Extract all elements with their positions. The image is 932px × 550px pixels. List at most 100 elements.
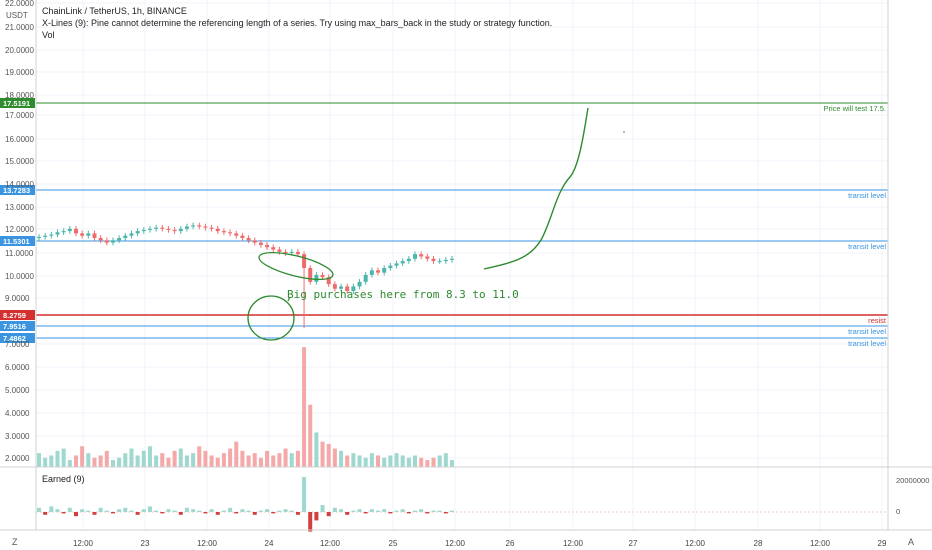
candle-body (49, 234, 54, 236)
volume-bar (443, 453, 448, 467)
volume-bar (80, 446, 85, 467)
volume-bar (295, 450, 300, 467)
earned-bar (228, 507, 233, 512)
y-tick-label: 3.0000 (5, 432, 30, 441)
volume-bar (252, 453, 257, 467)
candle-body (55, 232, 60, 235)
earned-bar (154, 510, 159, 512)
earned-bar (406, 512, 411, 514)
volume-bar (197, 446, 202, 467)
volume-bar (277, 453, 282, 467)
candle-body (67, 228, 72, 232)
price-candles (36, 222, 455, 328)
earned-bar (369, 509, 374, 512)
timezone-toggle-icon[interactable]: Z (12, 537, 18, 547)
candle-body (376, 270, 381, 273)
candle-body (289, 251, 294, 254)
earned-bar (388, 512, 393, 514)
x-tick-label: 29 (878, 539, 887, 548)
x-tick-label: 12:00 (197, 539, 218, 548)
volume-bar (437, 455, 442, 467)
candle-body (98, 238, 103, 241)
volume-bar (339, 450, 344, 467)
candle-body (215, 228, 220, 232)
auto-scale-toggle-icon[interactable]: A (908, 537, 915, 547)
candle-body (110, 240, 115, 243)
indicator-label: Earned (9) (42, 474, 85, 484)
volume-bar (166, 457, 171, 467)
purchase-callout-label: Big purchases here from 8.3 to 11.0 (287, 288, 519, 301)
x-tick-label: 12:00 (73, 539, 94, 548)
y-tick-label: 2.0000 (5, 454, 30, 463)
y-tick-label: 14.0000 (5, 180, 34, 189)
candle-body (413, 254, 418, 259)
candle-body (363, 274, 368, 282)
earned-bar (221, 510, 226, 512)
earned-bar (43, 512, 48, 515)
chart-title: ChainLink / TetherUS, 1h, BINANCE (42, 6, 187, 16)
level-annotation: Price will test 17.5. (823, 104, 886, 113)
volume-bar (123, 453, 128, 467)
earned-bar (357, 509, 362, 512)
earned-bar (234, 512, 239, 514)
volume-bar (184, 455, 189, 467)
candle-body (443, 259, 448, 262)
candle-body (203, 226, 208, 228)
candle-body (388, 265, 393, 268)
volume-bar (345, 455, 350, 467)
candle-body (271, 247, 276, 250)
volume-bar (172, 450, 177, 467)
y-tick-label: 10.0000 (5, 272, 34, 281)
candle-body (283, 251, 288, 254)
drawn-circle-low (247, 295, 295, 341)
y-tick-label: 4.0000 (5, 409, 30, 418)
earned-bar (215, 512, 220, 515)
volume-bar (154, 455, 159, 467)
volume-bar (406, 457, 411, 467)
volume-bar (363, 457, 368, 467)
volume-bar (376, 455, 381, 467)
earned-bar (419, 509, 424, 512)
candle-body (166, 228, 171, 230)
earned-bar (92, 512, 97, 515)
y-tick-label: 15.0000 (5, 157, 34, 166)
x-tick-label: 12:00 (810, 539, 831, 548)
candle-body (123, 235, 128, 239)
y-tick-label: 22.0000 (5, 0, 34, 8)
volume-bar (55, 450, 60, 467)
level-annotation: transit level (848, 339, 886, 348)
volume-bar (265, 450, 270, 467)
candle-body (197, 225, 202, 227)
volume-bar (302, 347, 307, 467)
warning-message: X-Lines (9): Pine cannot determine the r… (42, 18, 553, 28)
earned-bar (345, 512, 350, 515)
candle-body (394, 263, 399, 266)
candle-body (314, 274, 319, 282)
volume-bar (382, 457, 387, 467)
earned-bar (55, 509, 60, 512)
volume-bar (258, 457, 263, 467)
earned-bar (209, 509, 214, 512)
volume-bar (178, 448, 183, 467)
earned-bar (240, 509, 245, 512)
candle-body (221, 231, 226, 233)
drawn-tick-mark (287, 296, 291, 302)
earned-bar (178, 512, 183, 515)
earned-bar (431, 510, 436, 512)
candle-body (141, 229, 146, 232)
price-badge-label: 11.5301 (3, 237, 30, 246)
y-tick-label: 21.0000 (5, 23, 34, 32)
earned-bar (67, 507, 72, 512)
volume-bar (209, 455, 214, 467)
price-badge-label: 7.9516 (3, 322, 26, 331)
candle-body (419, 254, 424, 257)
volume-bar (129, 448, 134, 467)
candle-body (246, 238, 251, 241)
volume-bar (425, 460, 430, 467)
price-badge (0, 98, 35, 108)
volume-bar (332, 448, 337, 467)
horizontal-level-lines: 17.5191 Price will test 17.5. 13.7283 trans… (0, 98, 888, 348)
candle-body (369, 270, 374, 275)
volume-bar (326, 443, 331, 467)
